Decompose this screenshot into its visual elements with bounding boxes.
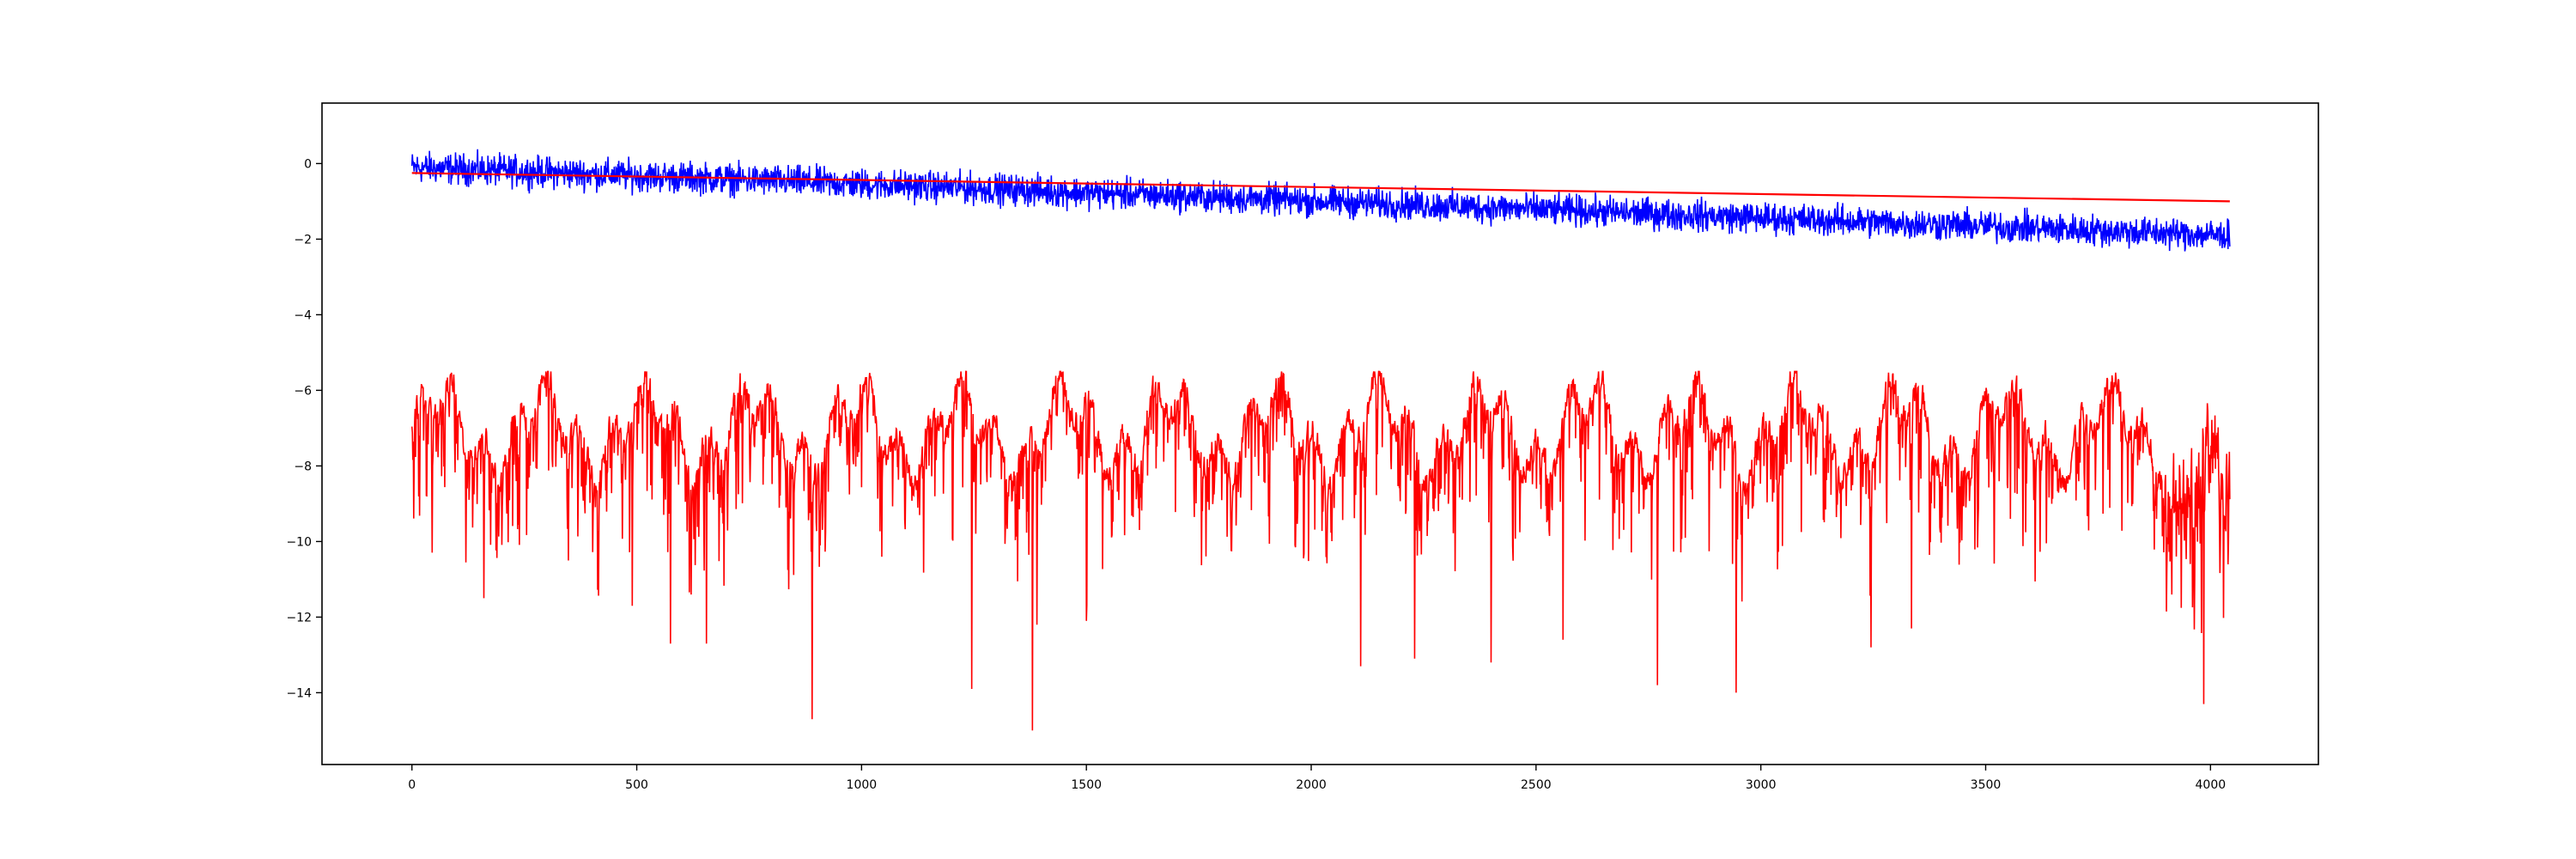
y-tick-label: −8	[294, 460, 312, 473]
y-tick-label: −14	[286, 686, 312, 700]
plot-frame	[321, 102, 2319, 765]
ticks-layer: 0 500 1000 1500 2000 2500 3000 3500 4000 0 −2 −4 −6 −…	[286, 157, 2226, 792]
x-tick-label: 3000	[1746, 778, 1777, 792]
x-tick-label: 4000	[2196, 778, 2227, 792]
x-tick-label: 3500	[1971, 778, 2002, 792]
series-line-2	[411, 172, 2230, 203]
x-tick-label: 500	[625, 778, 648, 792]
x-tick-label: 1000	[847, 778, 878, 792]
x-tick-label: 0	[408, 778, 416, 792]
series-line-1	[410, 149, 2231, 252]
y-tick-label: −2	[294, 233, 312, 247]
x-tick-label: 2000	[1296, 778, 1327, 792]
series-layer	[410, 149, 2231, 731]
x-tick-label: 1500	[1071, 778, 1102, 792]
y-tick-label: −6	[294, 384, 312, 398]
series-line-3	[410, 370, 2231, 731]
x-tick-label: 2500	[1521, 778, 1552, 792]
y-tick-label: −4	[294, 308, 312, 322]
y-tick-label: −10	[286, 535, 312, 549]
y-tick-label: −12	[286, 611, 312, 624]
y-tick-label: 0	[304, 157, 312, 171]
